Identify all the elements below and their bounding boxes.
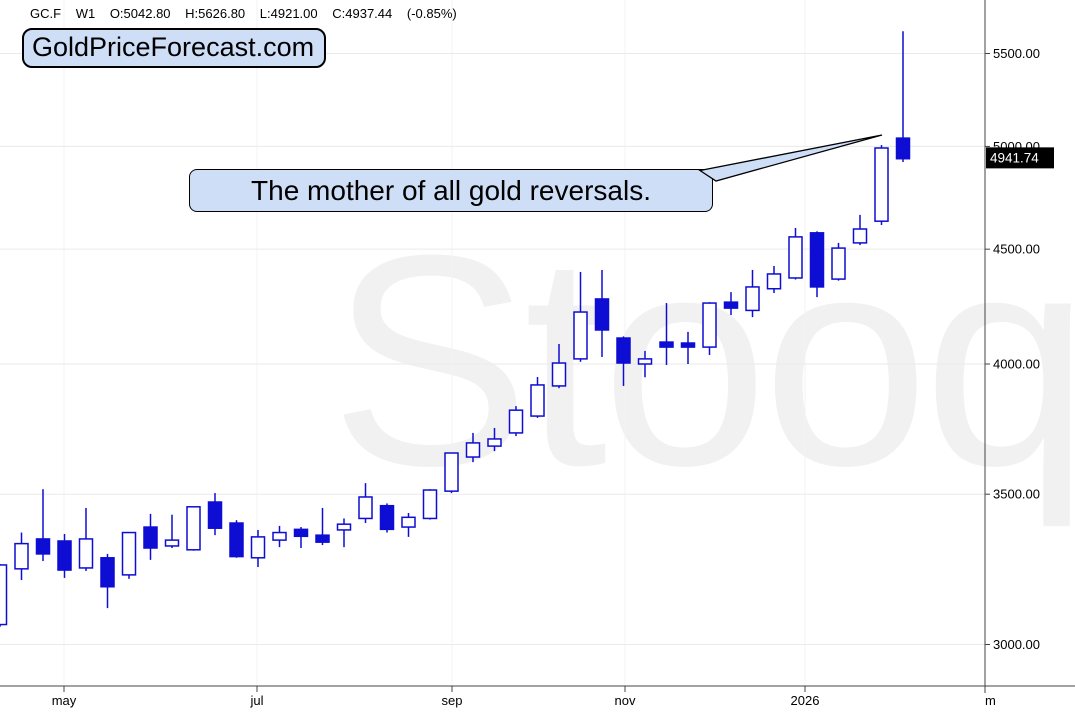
branding-badge: GoldPriceForecast.com	[22, 28, 327, 68]
ticker-symbol: GC.F	[30, 6, 62, 21]
candle-body	[508, 409, 524, 434]
candle-body	[401, 516, 416, 528]
candle-body	[336, 523, 352, 531]
candle-body	[78, 538, 94, 569]
candle-body	[0, 564, 8, 626]
candle-body	[444, 452, 459, 492]
candle-body	[551, 362, 567, 387]
candle-body	[100, 557, 115, 588]
candle-body	[745, 286, 760, 312]
candle-body	[358, 496, 373, 520]
candle-body	[14, 542, 29, 570]
candle-body	[422, 489, 438, 520]
x-tick-label: m	[985, 693, 996, 708]
candle-body	[250, 536, 266, 559]
candle-body	[315, 534, 330, 543]
y-tick-label: 4000.00	[993, 357, 1040, 372]
y-tick-label: 3000.00	[993, 637, 1040, 652]
candle-body	[379, 504, 395, 531]
y-tick-label: 4500.00	[993, 242, 1040, 257]
x-tick-label: nov	[615, 693, 636, 708]
candle-body	[229, 522, 244, 558]
ticker-high: H:5626.80	[185, 6, 246, 21]
candle-body	[465, 442, 481, 458]
candle-body	[852, 228, 868, 244]
candle-body	[143, 526, 158, 549]
y-tick-label: 5500.00	[993, 46, 1040, 61]
candle-body	[895, 137, 911, 160]
candle-body	[272, 531, 287, 541]
ticker-interval: W1	[75, 6, 96, 21]
ticker-info-bar: GC.F W1 O:5042.80 H:5626.80 L:4921.00 C:…	[30, 6, 468, 21]
candle-body	[788, 236, 803, 279]
candle-body	[186, 506, 201, 551]
candle-body	[659, 341, 674, 348]
candle-body	[874, 147, 889, 222]
candle-body	[723, 301, 739, 309]
ticker-change: (-0.85%)	[406, 6, 457, 21]
last-price-marker-box	[986, 147, 1054, 169]
candle-body	[35, 538, 51, 555]
candle-body	[594, 298, 610, 331]
candle-body	[487, 438, 502, 447]
candle-body	[637, 358, 653, 365]
annotation-bubble: The mother of all gold reversals.	[189, 169, 713, 212]
ticker-open: O:5042.80	[109, 6, 171, 21]
candle-body	[293, 528, 309, 538]
candle-body	[207, 501, 223, 529]
ticker-close: C:4937.44	[332, 6, 393, 21]
candle-body	[164, 539, 180, 547]
last-price-marker-value: 4941.74	[990, 150, 1039, 165]
candle-body	[680, 342, 696, 348]
candle-body	[57, 540, 72, 571]
candle-body	[766, 273, 782, 290]
candle-body	[616, 337, 631, 364]
y-tick-label: 3500.00	[993, 487, 1040, 502]
candle-body	[831, 247, 846, 280]
x-tick-label: sep	[442, 693, 463, 708]
candle-body	[530, 384, 545, 417]
x-tick-label: may	[52, 693, 77, 708]
candle-body	[702, 302, 717, 348]
candle-body	[809, 232, 825, 288]
candle-body	[573, 311, 588, 360]
x-tick-label: jul	[249, 693, 263, 708]
ticker-low: L:4921.00	[259, 6, 318, 21]
x-tick-label: 2026	[791, 693, 820, 708]
candle-body	[121, 531, 137, 576]
